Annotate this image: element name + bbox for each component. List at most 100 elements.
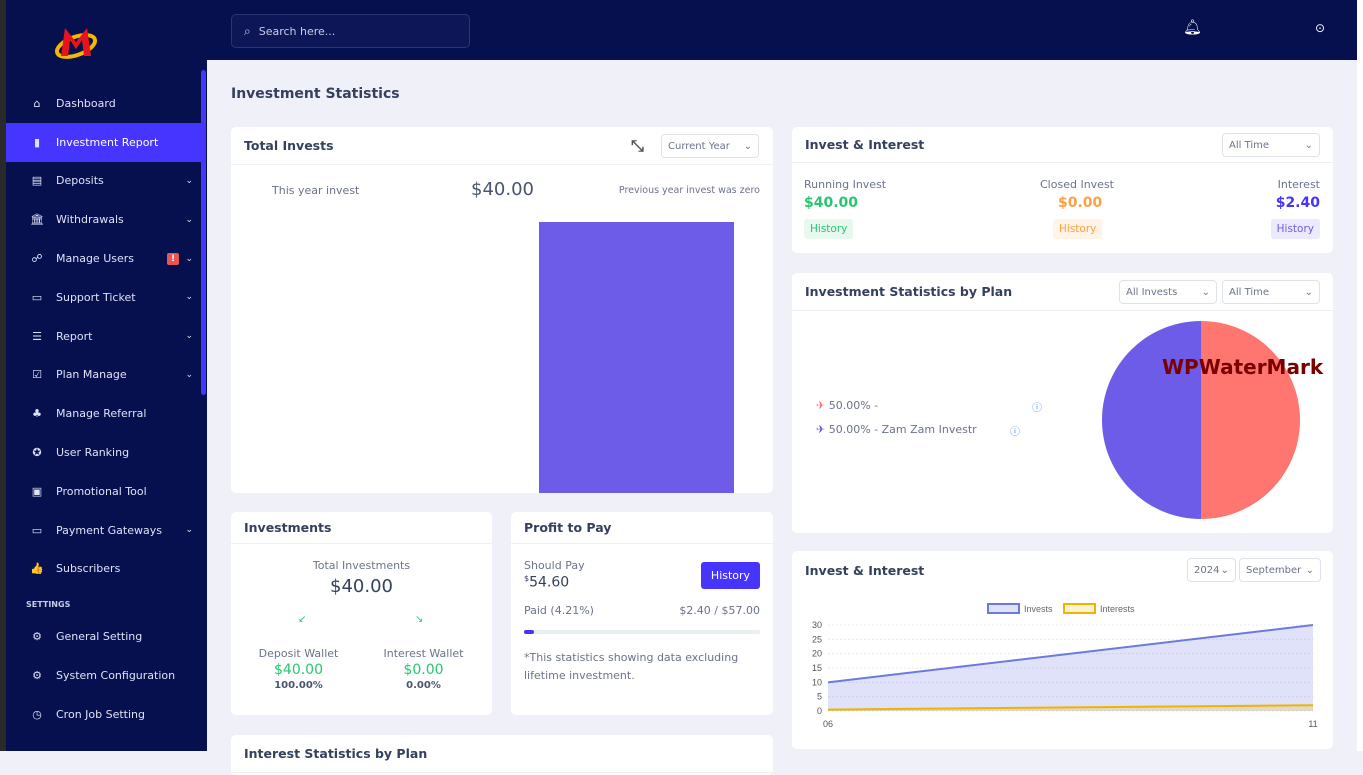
deposit-wallet-value: $40.00 xyxy=(274,662,323,678)
legend-item: ✈ 50.00% - Zam Zam Investr ⓘ xyxy=(816,423,1020,438)
sidebar-item-label: Cron Job Setting xyxy=(56,707,145,721)
sidebar-item-label: Manage Users xyxy=(56,252,134,266)
brand-logo[interactable] xyxy=(51,22,101,62)
chevron-down-icon: ⌄ xyxy=(185,175,193,186)
sidebar-item-label: Support Ticket xyxy=(56,290,136,304)
sidebar-item-label: Payment Gateways xyxy=(56,523,162,537)
deposit-wallet-percent: 100.00% xyxy=(274,680,323,691)
running-history-button[interactable]: History xyxy=(804,219,854,239)
sidebar-item-subscribers[interactable]: 👍 Subscribers xyxy=(6,550,201,589)
user-menu-chevron-icon[interactable]: ⊙ xyxy=(1315,21,1326,35)
sidebar-item-payment-gateways[interactable]: ▭ Payment Gateways ⌄ xyxy=(6,511,201,550)
plan-pie-chart xyxy=(1102,321,1300,519)
bank-icon: 🏛 xyxy=(30,213,44,227)
y-tick-label: 25 xyxy=(812,634,822,644)
card-title: Interest Statistics by Plan xyxy=(244,746,428,761)
y-tick-label: 20 xyxy=(812,649,822,659)
gear-icon: ⚙ xyxy=(32,630,42,644)
sidebar-item-withdrawals[interactable]: 🏛 Withdrawals ⌄ xyxy=(6,200,201,239)
invoice-icon: ▤ xyxy=(31,174,43,188)
sidebar-item-support-ticket[interactable]: ▭ Support Ticket ⌄ xyxy=(6,278,201,317)
time-filter-select[interactable]: All Time ⌄ xyxy=(1222,280,1320,304)
arrow-down-right-icon: ↘ xyxy=(415,614,424,625)
info-icon[interactable]: ⓘ xyxy=(1032,403,1042,414)
sidebar-item-label: Subscribers xyxy=(56,562,121,576)
interest-value: $2.40 xyxy=(1275,195,1320,211)
page-title: Investment Statistics xyxy=(231,86,400,102)
paid-progress-bar xyxy=(524,630,760,634)
credit-card-icon: ▭ xyxy=(31,523,43,537)
arrow-down-left-icon: ↙ xyxy=(298,614,307,625)
sidebar-item-system-configuration[interactable]: ⚙ System Configuration xyxy=(6,656,201,695)
year-filter-select[interactable]: Current Year ⌄ xyxy=(661,134,759,158)
month-select[interactable]: September ⌄ xyxy=(1239,558,1321,582)
users-icon: ☍ xyxy=(31,252,43,266)
sidebar-item-user-ranking[interactable]: ✪ User Ranking xyxy=(6,433,201,472)
collapse-icon[interactable]: ⤡ xyxy=(631,136,644,155)
alert-badge: ! xyxy=(167,252,179,265)
sidebar-item-deposits[interactable]: ▤ Deposits ⌄ xyxy=(6,162,201,201)
sidebar-item-label: Manage Referral xyxy=(56,407,147,421)
watermark: WPWaterMark xyxy=(1162,355,1324,379)
series-line-interests xyxy=(827,704,1314,711)
legend-swatch xyxy=(1063,603,1096,614)
series-line-invests xyxy=(827,624,1314,684)
interest-wallet-percent: 0.00% xyxy=(406,680,441,691)
clipboard-check-icon: ☑ xyxy=(32,368,42,382)
year-select[interactable]: 2024 ⌄ xyxy=(1187,558,1236,582)
info-icon[interactable]: ⓘ xyxy=(1010,427,1020,438)
top-bar: ⌕ Search here... 🔔︎ ⊙ xyxy=(207,0,1357,60)
history-button[interactable]: History xyxy=(701,562,760,589)
sidebar-item-dashboard[interactable]: ⌂ Dashboard xyxy=(6,84,201,123)
ad-icon: ▣ xyxy=(31,484,43,498)
this-year-label: This year invest xyxy=(272,184,360,197)
legend-label: Interests xyxy=(1100,604,1135,614)
closed-history-button[interactable]: History xyxy=(1053,219,1103,239)
card-title: Investments xyxy=(244,520,332,535)
sidebar-item-cron-job-setting[interactable]: ◷ Cron Job Setting xyxy=(6,695,201,734)
chevron-down-icon: ⌄ xyxy=(185,253,193,264)
closed-invest-value: $0.00 xyxy=(1058,195,1103,211)
sidebar-item-general-setting[interactable]: ⚙ General Setting xyxy=(6,617,201,656)
legend-swatch xyxy=(987,603,1020,614)
plan-stats-card: Investment Statistics by Plan All Invest… xyxy=(792,273,1333,533)
interest-label: Interest xyxy=(1277,178,1320,191)
sidebar-item-report[interactable]: ☰ Report ⌄ xyxy=(6,317,201,356)
sidebar-item-plan-manage[interactable]: ☑ Plan Manage ⌄ xyxy=(6,356,201,395)
total-investments-label: Total Investments xyxy=(312,559,411,572)
pie-slice xyxy=(1201,321,1300,519)
sidebar-scrollbar[interactable] xyxy=(201,70,206,395)
time-filter-select[interactable]: All Time ⌄ xyxy=(1222,133,1320,157)
pie-slice xyxy=(1102,321,1201,519)
chevron-down-icon: ⌄ xyxy=(185,214,193,225)
series-area-invests xyxy=(828,625,1313,711)
sidebar-item-investment-report[interactable]: ▮ Investment Report xyxy=(6,122,201,162)
bell-icon[interactable]: 🔔︎ xyxy=(1183,18,1203,36)
invest-interest-chart-card: Invest & Interest 2024 ⌄ September ⌄ 0 5 10 1… xyxy=(792,551,1333,749)
thumbs-up-icon: 👍 xyxy=(30,562,44,576)
previous-year-note: Previous year invest was zero xyxy=(618,185,760,196)
invest-bar xyxy=(539,222,734,493)
medal-icon: ✪ xyxy=(32,446,42,460)
sidebar-item-label: System Configuration xyxy=(56,669,176,683)
legend-label: Invests xyxy=(1024,604,1053,614)
total-investments-value: $40.00 xyxy=(330,576,393,597)
y-tick-label: 10 xyxy=(812,677,822,687)
should-pay-value: $54.60 xyxy=(524,574,570,591)
card-title: Profit to Pay xyxy=(524,520,612,535)
search-input[interactable]: ⌕ Search here... xyxy=(231,14,470,48)
should-pay-label: Should Pay xyxy=(524,559,585,572)
card-title: Total Invests xyxy=(244,138,334,153)
card-title: Investment Statistics by Plan xyxy=(805,284,1013,299)
deposit-wallet-label: Deposit Wallet xyxy=(258,647,339,660)
interest-wallet-label: Interest Wallet xyxy=(383,647,464,660)
sidebar-item-promotional-tool[interactable]: ▣ Promotional Tool xyxy=(6,472,201,511)
interest-history-button[interactable]: History xyxy=(1270,219,1320,239)
sidebar-item-label: Promotional Tool xyxy=(56,484,147,498)
sidebar-item-manage-referral[interactable]: ♣ Manage Referral xyxy=(6,394,201,433)
invest-type-select[interactable]: All Invests ⌄ xyxy=(1119,280,1217,304)
settings-heading: SETTINGS xyxy=(26,600,71,610)
sidebar-item-manage-users[interactable]: ☍ Manage Users! ⌄ xyxy=(6,239,201,278)
interest-wallet-value: $0.00 xyxy=(403,662,444,678)
plane-icon: ✈ xyxy=(816,399,826,412)
